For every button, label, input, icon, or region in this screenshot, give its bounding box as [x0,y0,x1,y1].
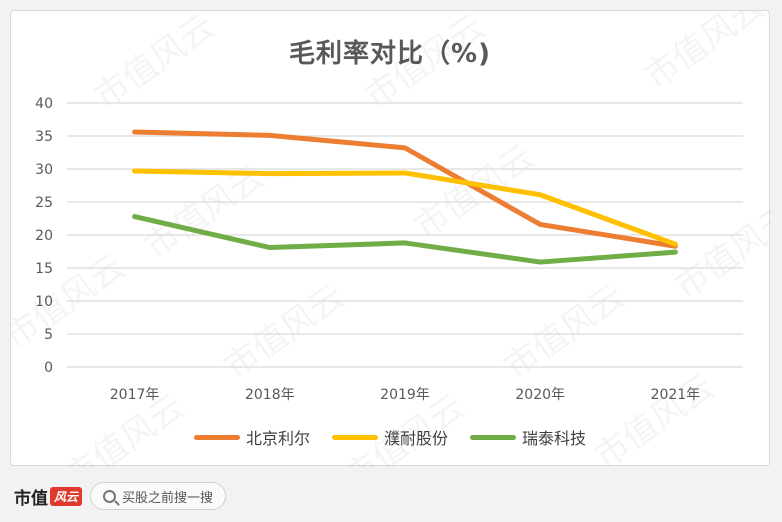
brand-name: 市值 [14,488,48,509]
x-axis-ticks: 2017年 2018年 2019年 2020年 2021年 [110,387,700,403]
x-tick-label: 2021年 [651,387,701,403]
legend-item: 濮耐股份 [331,425,448,449]
chart-card: 毛利率对比（%) 市值风云 市值风云 市值风云 市值风云 市值风云 市值风云 市值风云 市值风… [10,10,771,467]
series-line [132,214,678,265]
brand-mark: 风云 [50,486,83,506]
legend-swatch [470,434,516,440]
x-tick-label: 2019年 [380,387,430,403]
watermark-text: 市值风云 [588,367,722,467]
y-tick-label: 20 [35,228,53,244]
search-placeholder: 买股之前搜一搜 [122,490,214,506]
y-tick-label: 40 [35,96,53,112]
series-lines [132,129,678,265]
y-tick-label: 10 [35,294,53,310]
watermark-text: 市值风云 [638,11,771,97]
series-line [132,129,678,249]
watermark-text: 市值风云 [358,11,492,117]
watermark-text: 市值风云 [668,197,771,308]
x-tick-label: 2017年 [110,387,160,403]
y-tick-label: 30 [35,162,53,178]
series-line [132,168,678,247]
chart-title: 毛利率对比（%) [289,39,491,69]
search-icon [103,489,117,503]
grid-lines [67,102,743,368]
legend: 北京利尔 濮耐股份 瑞泰科技 [11,425,769,449]
legend-item: 瑞泰科技 [470,425,586,449]
footer-bar: 市值 风云 买股之前搜一搜 [14,482,227,510]
y-tick-label: 0 [44,360,53,376]
legend-label: 瑞泰科技 [522,429,587,448]
legend-item: 北京利尔 [193,425,310,449]
legend-swatch [193,434,240,440]
legend-label: 北京利尔 [245,429,310,448]
y-tick-label: 15 [35,261,53,277]
y-tick-label: 5 [44,327,53,343]
watermark-text: 市值风云 [11,247,132,358]
watermark-text: 市值风云 [88,11,222,117]
brand-logo: 市值 风云 [14,484,83,509]
y-tick-label: 35 [35,129,53,145]
x-tick-label: 2020年 [515,387,565,403]
legend-swatch [331,434,378,440]
y-tick-label: 25 [35,195,53,211]
watermark-text: 市值风云 [218,277,352,388]
search-box[interactable]: 买股之前搜一搜 [90,482,227,510]
watermark-text: 市值风云 [498,277,632,388]
x-tick-label: 2018年 [245,387,295,403]
y-axis-ticks: 0 5 10 15 20 25 30 35 40 [35,96,53,376]
legend-label: 濮耐股份 [383,429,448,448]
